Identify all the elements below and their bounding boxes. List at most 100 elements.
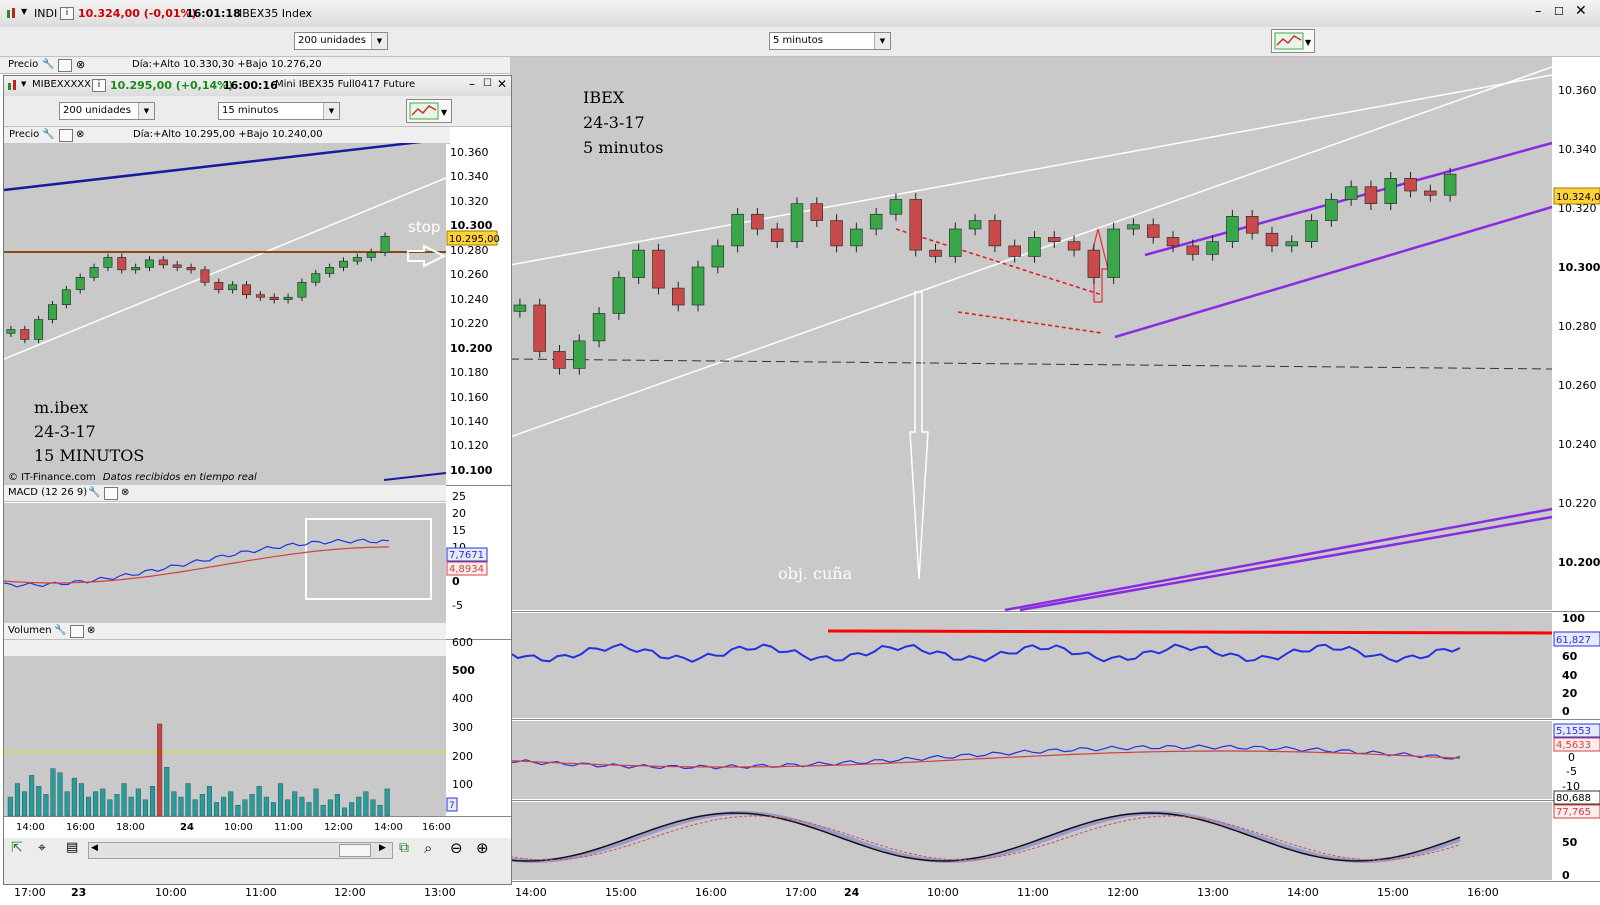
- inner-chart-settings-button[interactable]: ▼: [406, 99, 452, 123]
- volume-bar: [57, 772, 63, 817]
- inner-units-select[interactable]: 200 unidades ▼: [59, 102, 155, 120]
- interval-select-value: 15 minutos: [222, 105, 279, 116]
- candle-body: [968, 220, 982, 230]
- volume-bar: [242, 799, 248, 817]
- main-price-pane: [510, 57, 1552, 610]
- macd-highlight-box: [305, 518, 432, 600]
- y-tick: 10.320: [450, 195, 489, 208]
- y-tick: 10.360: [450, 146, 489, 159]
- y-tick: 10.240: [450, 293, 489, 306]
- zoom-out-icon[interactable]: ⊖: [450, 839, 463, 857]
- maximize-icon[interactable]: ☐: [1554, 5, 1564, 18]
- export-icon[interactable]: ⇱: [11, 840, 23, 856]
- y-tick: 10.340: [450, 170, 489, 183]
- cursor-icon[interactable]: ⌖: [38, 840, 46, 856]
- window-icon[interactable]: [59, 129, 73, 142]
- volume-label: Volumen: [8, 625, 52, 636]
- inner-window: ▼ MIBEXXXXX i 10.295,00 (+0,14%) 16:00:1…: [3, 75, 512, 885]
- volume-bar: [235, 804, 241, 817]
- candle-body: [228, 284, 238, 291]
- interval-select[interactable]: 5 minutos ▼: [769, 32, 891, 50]
- zoom-fit-icon[interactable]: ⌕: [424, 839, 433, 857]
- chart-tool-icon[interactable]: ⧉: [399, 840, 409, 856]
- candle-body: [632, 249, 645, 278]
- info-icon[interactable]: i: [92, 79, 106, 92]
- info-icon[interactable]: i: [60, 7, 74, 20]
- y-tick: 10.280: [1558, 320, 1597, 333]
- window-icon[interactable]: [58, 59, 72, 72]
- candle-body: [200, 269, 210, 283]
- maximize-icon[interactable]: ☐: [483, 78, 492, 89]
- close-circle-icon[interactable]: ⊗: [87, 625, 96, 636]
- scroll-thumb[interactable]: [339, 844, 371, 857]
- window-icon[interactable]: [70, 625, 84, 638]
- window-icon[interactable]: [104, 487, 118, 500]
- wrench-icon[interactable]: 🔧: [88, 487, 101, 498]
- candle-body: [1344, 186, 1358, 200]
- minimize-icon[interactable]: –: [1535, 4, 1542, 19]
- rsi-tick: 20: [1562, 687, 1578, 700]
- channel-lower: [1114, 205, 1553, 339]
- chart-type-icon[interactable]: [7, 79, 19, 94]
- volume-bar: [121, 783, 127, 817]
- inner-interval-select[interactable]: 15 minutos ▼: [218, 102, 340, 120]
- inner-symbol: MIBEXXXXX: [32, 79, 92, 90]
- inner-annotation: m.ibex 24-3-17 15 MINUTOS: [34, 396, 144, 468]
- inner-macd-line: [4, 538, 390, 588]
- volume-bar: [50, 768, 56, 817]
- candle-body: [1325, 199, 1338, 221]
- time-scrollbar[interactable]: ◀ ▶: [88, 842, 393, 859]
- scroll-left-icon[interactable]: ◀: [91, 843, 98, 853]
- rsi-tick: 100: [1562, 612, 1585, 625]
- x-tick: 17:00: [785, 886, 817, 899]
- chevron-down-icon[interactable]: ▼: [21, 80, 27, 88]
- wrench-icon[interactable]: 🔧: [42, 59, 55, 70]
- candle-body: [830, 220, 843, 247]
- chart-type-icon[interactable]: [5, 6, 19, 20]
- candle-body: [889, 199, 903, 215]
- x-tick: 15:00: [1377, 886, 1409, 899]
- vol-tick: 300: [452, 721, 473, 734]
- x-tick: 12:00: [1107, 886, 1139, 899]
- macd-signal-line: [510, 750, 1461, 768]
- volume-bar: [356, 796, 362, 817]
- inner-price-bar: Precio 🔧 ⊗ Día:+Alto 10.295,00 +Bajo 10.…: [4, 127, 450, 144]
- wrench-icon[interactable]: 🔧: [54, 625, 67, 636]
- y-tick: 10.340: [1558, 143, 1597, 156]
- close-circle-icon[interactable]: ⊗: [76, 58, 86, 71]
- inner-volume-axis: 600 500 400 300 200 100: [452, 636, 475, 791]
- close-icon[interactable]: ✕: [497, 77, 508, 91]
- units-select[interactable]: 200 unidades ▼: [294, 32, 388, 50]
- inner-toolbar: 200 unidades ▼ 15 minutos ▼ ▼: [4, 96, 511, 127]
- zoom-in-icon[interactable]: ⊕: [476, 839, 489, 857]
- candle-body: [592, 313, 606, 342]
- print-icon[interactable]: ▤: [66, 840, 79, 855]
- x-tick: 13:00: [424, 886, 456, 899]
- stop-arrow: [407, 244, 447, 268]
- chevron-down-icon[interactable]: ▼: [21, 7, 28, 16]
- vol-tick: 100: [452, 778, 473, 791]
- y-tick: 10.220: [450, 317, 489, 330]
- volume-bar: [164, 767, 170, 817]
- y-tick: 10.280: [450, 244, 489, 257]
- volume-bar: [142, 799, 148, 817]
- chart-settings-button[interactable]: ▼: [1271, 29, 1315, 53]
- macd-tick: 25: [452, 490, 466, 503]
- candle-body: [691, 266, 705, 306]
- x-tick: 13:00: [1197, 886, 1229, 899]
- candle-body: [297, 281, 307, 298]
- macd-tag-a: 5,1553: [1556, 726, 1591, 737]
- main-toolbar: 200 unidades ▼ 5 minutos ▼ ▼: [0, 27, 1600, 57]
- candle-body: [612, 277, 626, 314]
- wrench-icon[interactable]: 🔧: [42, 129, 55, 140]
- rsi-resistance-line: [827, 629, 1553, 635]
- stoch-tag-b: 77,765: [1556, 807, 1591, 818]
- main-annotation: IBEX 24-3-17 5 minutos: [583, 85, 663, 160]
- close-circle-icon[interactable]: ⊗: [121, 487, 130, 498]
- volume-bar: [228, 791, 234, 817]
- close-circle-icon[interactable]: ⊗: [76, 129, 85, 140]
- volume-bar: [349, 802, 355, 817]
- minimize-icon[interactable]: –: [469, 77, 475, 91]
- close-icon[interactable]: ✕: [1575, 3, 1587, 19]
- scroll-right-icon[interactable]: ▶: [379, 843, 386, 853]
